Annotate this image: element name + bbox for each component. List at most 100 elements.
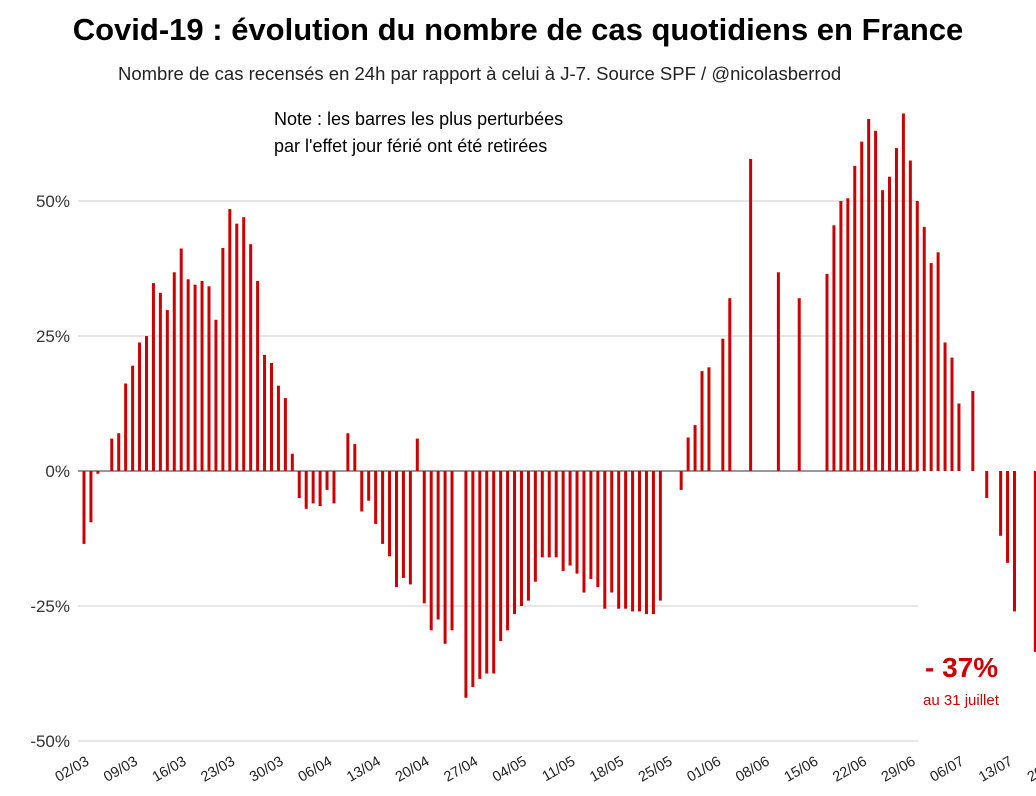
bar xyxy=(96,471,100,474)
gridlines xyxy=(78,200,918,742)
bar xyxy=(228,209,232,471)
bar xyxy=(332,471,336,504)
bar xyxy=(131,365,135,471)
x-tick-label: 11/05 xyxy=(540,754,579,785)
bar xyxy=(631,471,635,612)
bar xyxy=(575,471,579,574)
bar xyxy=(589,471,593,579)
bar xyxy=(721,338,725,471)
bar xyxy=(290,453,294,471)
bar xyxy=(311,471,315,504)
bar xyxy=(554,471,558,558)
bar xyxy=(1033,471,1036,652)
bar xyxy=(346,433,350,471)
bar xyxy=(693,425,697,471)
bar xyxy=(318,471,322,507)
bar xyxy=(325,471,329,490)
x-tick-label: 25/05 xyxy=(636,754,675,786)
bar xyxy=(776,272,780,471)
bar xyxy=(901,113,905,472)
bar xyxy=(89,471,93,523)
bar xyxy=(638,471,642,612)
bar xyxy=(707,367,711,471)
bar xyxy=(881,190,885,471)
bar xyxy=(561,471,565,571)
y-axis: 50% 25% 0% -25% -50% xyxy=(30,192,70,751)
bar xyxy=(617,471,621,609)
bar xyxy=(464,471,468,698)
bar xyxy=(374,471,378,524)
bar xyxy=(1013,471,1016,612)
x-tick-label: 06/04 xyxy=(296,754,335,786)
bar xyxy=(165,310,169,471)
bar xyxy=(867,118,871,472)
bar xyxy=(915,201,919,471)
x-tick-label: 27/04 xyxy=(441,754,480,786)
bar xyxy=(172,272,176,471)
bar xyxy=(471,471,475,687)
bar xyxy=(110,438,114,471)
bar xyxy=(624,471,628,609)
bar xyxy=(832,225,836,471)
bar xyxy=(478,471,482,679)
bar xyxy=(200,280,204,471)
bar xyxy=(936,252,940,471)
x-tick-label: 20/04 xyxy=(393,754,432,786)
bar xyxy=(492,471,496,674)
bar xyxy=(214,319,218,471)
chart-subtitle: Nombre de cas recensés en 24h par rappor… xyxy=(118,63,842,84)
bar xyxy=(985,471,989,498)
bar xyxy=(249,244,253,471)
bar xyxy=(922,226,926,471)
x-tick-label: 22/06 xyxy=(830,754,869,786)
x-tick-label: 15/06 xyxy=(782,754,821,786)
bar xyxy=(582,471,586,593)
chart-note: Note : les barres les plus perturbées pa… xyxy=(274,106,563,160)
bar xyxy=(950,357,954,471)
bar xyxy=(381,471,385,544)
bar xyxy=(610,471,614,593)
bar xyxy=(235,223,239,471)
bar xyxy=(596,471,600,588)
bar xyxy=(207,286,211,471)
bar xyxy=(360,471,364,512)
bar xyxy=(276,385,280,471)
bar xyxy=(679,471,683,490)
bar xyxy=(283,398,287,471)
bar xyxy=(1006,471,1010,563)
bar xyxy=(499,471,503,642)
bar xyxy=(353,444,357,471)
bar xyxy=(846,198,850,472)
x-tick-label: 09/03 xyxy=(101,754,140,786)
x-tick-label: 13/04 xyxy=(344,754,383,786)
note-line-1: Note : les barres les plus perturbées xyxy=(274,109,564,129)
bar xyxy=(443,471,447,644)
bar xyxy=(519,471,523,606)
y-tick-label: 50% xyxy=(36,192,70,211)
bar xyxy=(853,165,857,471)
bar xyxy=(394,471,398,588)
bar xyxy=(894,148,898,471)
bar xyxy=(797,298,801,471)
x-tick-label: 02/03 xyxy=(53,754,92,786)
bar xyxy=(158,292,162,471)
bar xyxy=(825,273,829,471)
bars xyxy=(82,113,1036,698)
bar xyxy=(193,284,197,471)
bar xyxy=(908,160,912,471)
bar xyxy=(450,471,454,631)
bar xyxy=(971,391,975,471)
bar xyxy=(408,471,412,585)
bar xyxy=(401,471,405,578)
x-tick-label: 29/06 xyxy=(879,754,918,786)
bar xyxy=(415,438,419,471)
bar xyxy=(603,471,607,609)
x-tick-label: 04/05 xyxy=(490,754,529,786)
bar xyxy=(943,342,947,471)
x-tick-label: 18/05 xyxy=(587,754,626,786)
bar xyxy=(644,471,648,615)
x-tick-label: 01/06 xyxy=(684,754,723,786)
bar xyxy=(436,471,440,620)
x-tick-label: 30/03 xyxy=(247,754,286,786)
